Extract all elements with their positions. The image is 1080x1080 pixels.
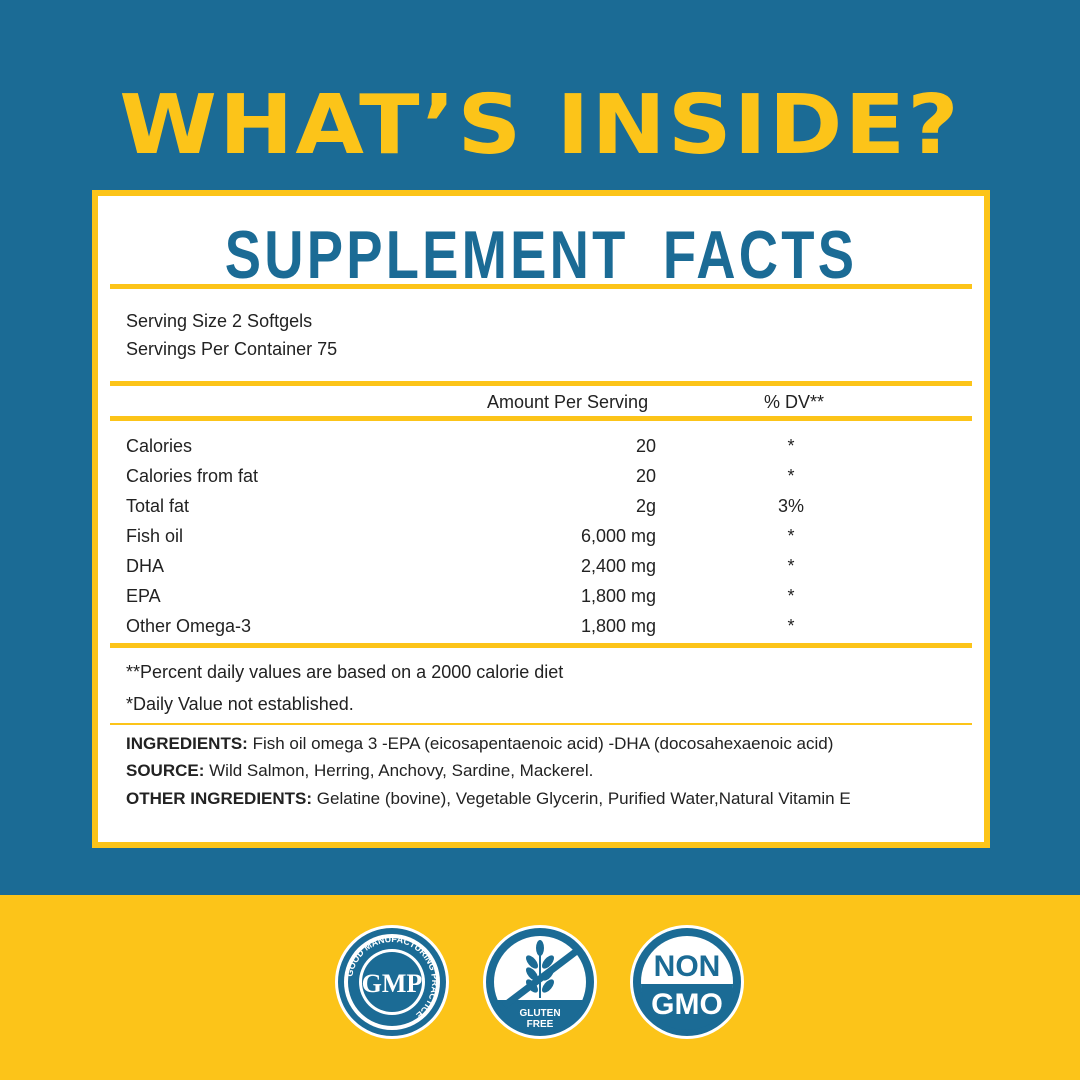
supplement-facts-panel: SUPPLEMENT FACTS Serving Size 2 Softgels… (92, 190, 990, 848)
source-label: SOURCE: (126, 761, 205, 780)
divider (110, 643, 972, 648)
nutrient-name: Calories (126, 436, 193, 456)
column-amount: Amount Per Serving (487, 392, 649, 412)
source: SOURCE: Wild Salmon, Herring, Anchovy, S… (126, 761, 593, 781)
other-label: OTHER INGREDIENTS: (126, 789, 313, 808)
nutrient-amount: 2,400 mg (580, 556, 656, 576)
other-text: Gelatine (bovine), Vegetable Glycerin, P… (312, 789, 851, 808)
panel-title: SUPPLEMENT FACTS (224, 217, 858, 293)
ingredients-text: Fish oil omega 3 -EPA (eicosapentaenoic … (247, 734, 834, 753)
divider (110, 416, 972, 421)
nutrient-name: EPA (126, 586, 161, 606)
footnote-not-established: *Daily Value not established. (126, 694, 354, 714)
nutrient-name: DHA (126, 556, 165, 576)
divider (110, 284, 972, 289)
wheat-crossed-icon (526, 940, 554, 998)
nutrient-dv: * (787, 556, 795, 576)
nutrient-amount: 20 (635, 466, 656, 486)
divider (110, 381, 972, 386)
nutrient-dv: * (787, 466, 795, 486)
servings-per-container: Servings Per Container 75 (126, 339, 338, 359)
nutrient-amount: 20 (635, 436, 656, 456)
nutrient-name: Total fat (126, 496, 190, 516)
divider (110, 723, 972, 725)
footnote-dv: **Percent daily values are based on a 20… (126, 662, 564, 682)
nutrient-name: Calories from fat (126, 466, 259, 486)
gluten-line2: FREE (527, 1019, 554, 1030)
nutrient-row: EPA 1,800 mg * (126, 586, 826, 616)
nutrient-dv: * (787, 436, 795, 456)
nutrient-dv: * (787, 616, 795, 636)
nutrient-row: Fish oil 6,000 mg * (126, 526, 826, 556)
non-gmo-badge: NON GMO (630, 925, 744, 1039)
nutrient-row: Calories 20 * (126, 436, 826, 466)
ingredients-label: INGREDIENTS: (126, 734, 248, 753)
gmp-badge: GOOD MANUFACTURING PRACTICE GMP (335, 925, 449, 1039)
gluten-free-badge: GLUTEN FREE (483, 925, 597, 1039)
nutrient-amount: 6,000 mg (580, 526, 656, 546)
gmo-text: GMO (651, 988, 723, 1021)
nutrient-amount: 1,800 mg (580, 616, 656, 636)
headline: WHAT’S INSIDE? (119, 78, 961, 173)
non-text: NON (654, 950, 721, 983)
nutrient-row: Total fat 2g 3% (126, 496, 826, 526)
serving-size: Serving Size 2 Softgels (126, 311, 313, 331)
nutrient-dv: * (787, 586, 795, 606)
nutrient-dv: 3% (777, 496, 804, 516)
nutrient-amount: 1,800 mg (580, 586, 656, 606)
nutrient-row: Calories from fat 20 * (126, 466, 826, 496)
nutrient-dv: * (787, 526, 795, 546)
ingredients: INGREDIENTS: Fish oil omega 3 -EPA (eico… (126, 734, 833, 754)
other-ingredients: OTHER INGREDIENTS: Gelatine (bovine), Ve… (126, 789, 851, 809)
nutrient-row: DHA 2,400 mg * (126, 556, 826, 586)
gmp-text: GMP (362, 969, 423, 998)
nutrient-name: Other Omega-3 (126, 616, 252, 636)
nutrient-name: Fish oil (126, 526, 184, 546)
gluten-line1: GLUTEN (519, 1008, 560, 1019)
source-text: Wild Salmon, Herring, Anchovy, Sardine, … (204, 761, 594, 780)
nutrient-amount: 2g (635, 496, 656, 516)
nutrient-row: Other Omega-3 1,800 mg * (126, 616, 826, 646)
column-dv: % DV** (764, 392, 825, 412)
